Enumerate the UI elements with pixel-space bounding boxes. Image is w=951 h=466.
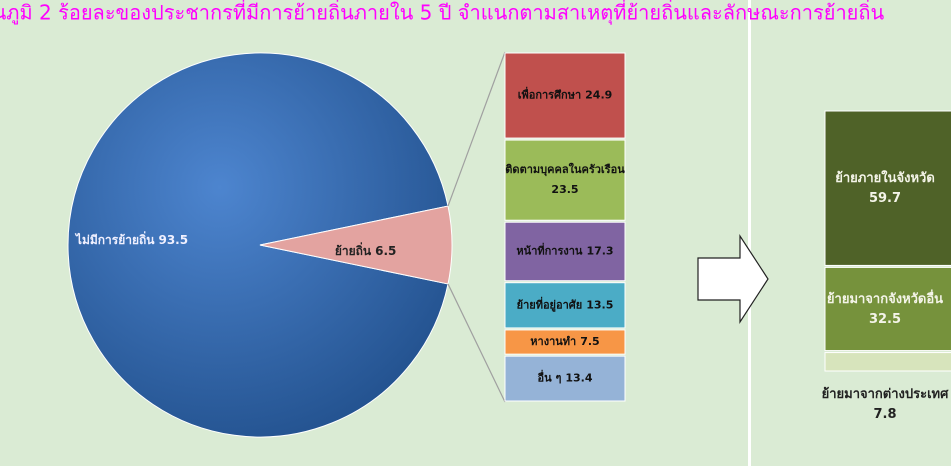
data-label: อื่น ๆ 13.4 (537, 370, 593, 385)
bar-segment (824, 266, 951, 352)
data-label: ไม่มีการย้ายถิ่น 93.5 (74, 231, 188, 247)
data-label: ย้ายภายในจังหวัด 59.7 (835, 169, 935, 206)
bar-segment (824, 352, 951, 372)
label-name: ไม่มีการย้ายถิ่น (74, 231, 155, 247)
data-label: หางานทำ 7.5 (530, 335, 599, 348)
label-name: ย้ายมาจากจังหวัดอื่น (827, 288, 943, 306)
label-value: 7.8 (873, 407, 896, 422)
label-value: 13.4 (565, 372, 592, 385)
bar-segment (504, 329, 626, 355)
pie-slice (259, 205, 453, 285)
bar-segment (504, 355, 626, 402)
label-value: 7.5 (580, 335, 600, 348)
label-value: 17.3 (586, 244, 613, 257)
label-name: ติดตามบุคคลในครัวเรือน (505, 162, 625, 177)
label-value: 13.5 (586, 298, 613, 311)
data-label: ติดตามบุคคลในครัวเรือน 23.5 (505, 162, 625, 196)
label-name: ย้ายมาจากต่างประเทศ (822, 386, 950, 402)
connector (447, 51, 506, 207)
data-label: ย้ายถิ่น 6.5 (335, 241, 397, 257)
data-label: เพื่อการศึกษา 24.9 (518, 87, 613, 102)
label-value: 59.7 (869, 191, 901, 206)
label-name: หางานทำ (530, 335, 576, 348)
connector (447, 283, 506, 403)
data-label: ย้ายมาจากต่างประเทศ 7.8 (822, 386, 950, 422)
data-label: ย้ายมาจากจังหวัดอื่น 32.5 (827, 288, 943, 326)
data-label: ย้ายที่อยู่อาศัย 13.5 (517, 296, 614, 312)
label-name: อื่น ๆ (537, 370, 561, 385)
bar-segment (504, 139, 626, 221)
label-name: หน้าที่การงาน (516, 242, 582, 257)
label-value: 32.5 (869, 311, 901, 326)
arrow (697, 233, 769, 325)
label-value: 23.5 (551, 183, 578, 196)
panel-divider (748, 0, 751, 466)
label-value: 24.9 (585, 89, 612, 102)
bar-segment (504, 52, 626, 139)
label-name: ย้ายที่อยู่อาศัย (517, 296, 583, 312)
label-name: ย้ายภายในจังหวัด (835, 169, 935, 186)
chart-title: แผนภูมิ 2 ร้อยละของประชากรที่มีการย้ายถิ… (0, 0, 885, 26)
pie-slice (67, 52, 449, 438)
data-label: หน้าที่การงาน 17.3 (516, 242, 613, 257)
bar-segment (824, 110, 951, 266)
label-name: ย้ายถิ่น (335, 241, 372, 257)
bar-segment (504, 282, 626, 329)
label-value: 93.5 (158, 233, 188, 247)
label-value: 6.5 (375, 243, 396, 257)
bar-segment (504, 221, 626, 282)
label-name: เพื่อการศึกษา (518, 87, 581, 102)
